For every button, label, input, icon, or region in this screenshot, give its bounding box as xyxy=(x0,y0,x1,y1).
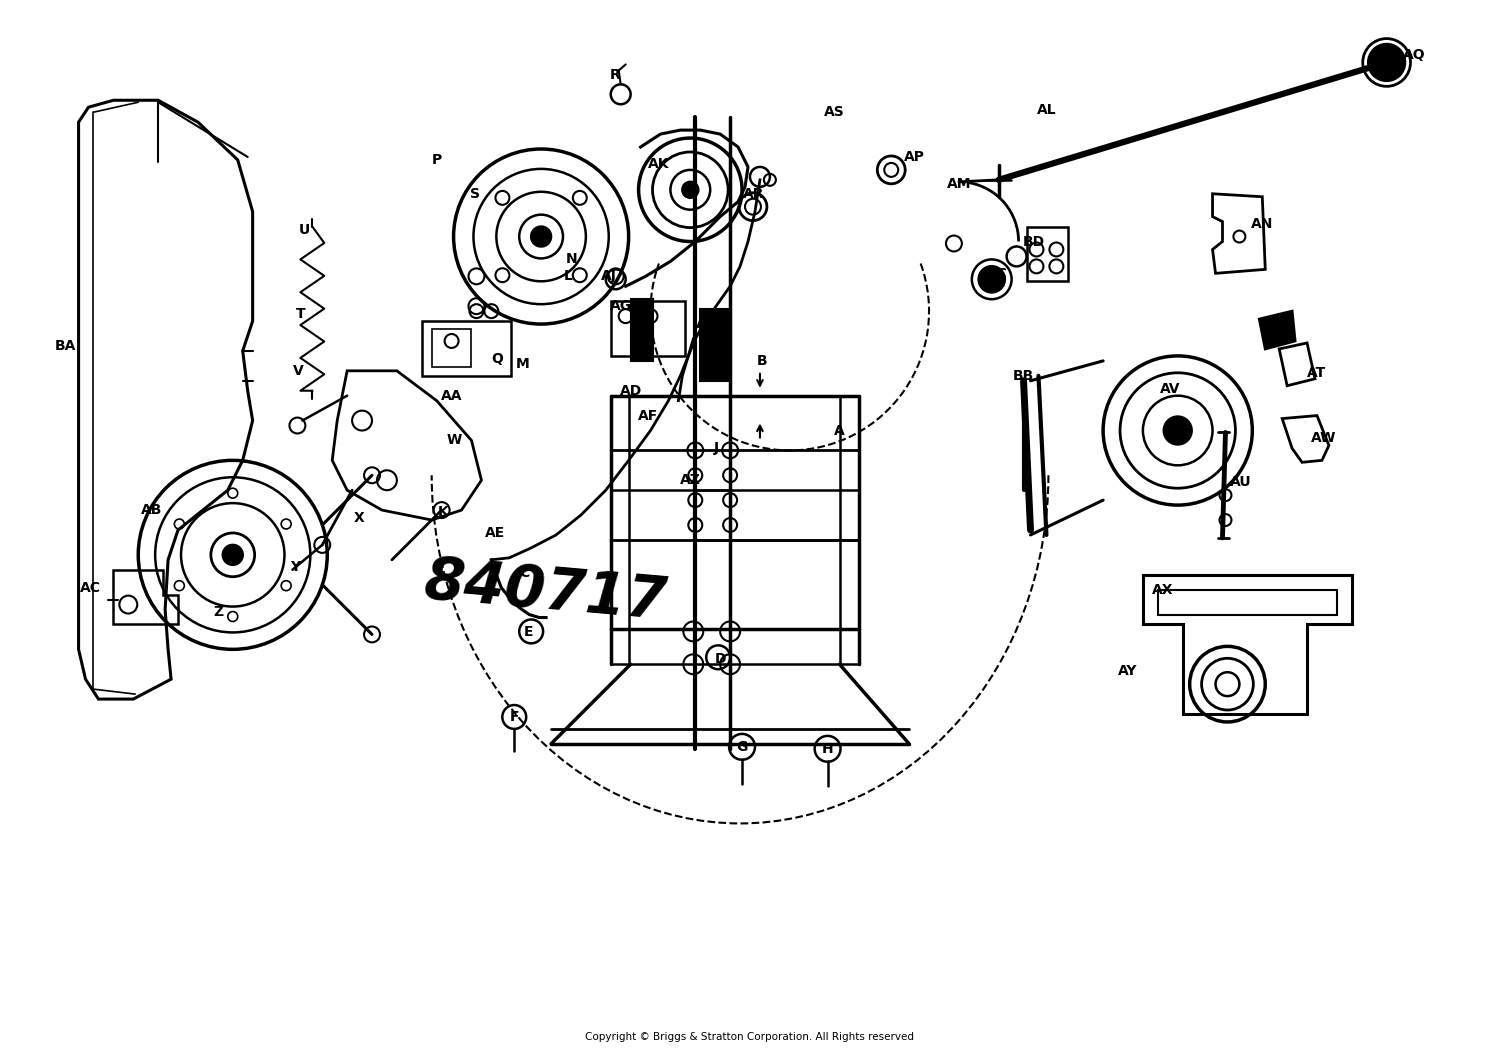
Text: AM: AM xyxy=(946,177,970,191)
Text: AS: AS xyxy=(824,105,844,119)
Text: AN: AN xyxy=(1251,217,1274,230)
Text: AF: AF xyxy=(639,409,658,423)
Bar xyxy=(422,322,512,376)
Text: H: H xyxy=(822,742,834,756)
Text: AH: AH xyxy=(696,317,718,331)
Polygon shape xyxy=(1260,311,1294,349)
Text: L: L xyxy=(564,269,573,284)
Text: AE: AE xyxy=(484,526,506,540)
Text: W: W xyxy=(447,433,462,448)
Text: B: B xyxy=(756,354,766,368)
Bar xyxy=(432,329,471,367)
Text: AZ: AZ xyxy=(680,473,700,488)
Text: V: V xyxy=(292,364,304,377)
Text: BC: BC xyxy=(987,267,1006,282)
Text: AA: AA xyxy=(441,389,462,403)
Text: F: F xyxy=(510,710,519,724)
Text: AB: AB xyxy=(141,503,162,517)
Text: Y: Y xyxy=(291,560,300,574)
Text: J: J xyxy=(714,441,718,455)
Text: Q: Q xyxy=(492,352,504,366)
Text: AK: AK xyxy=(648,157,669,171)
Text: BA: BA xyxy=(56,339,76,353)
Text: BD: BD xyxy=(1023,234,1044,248)
Text: AY: AY xyxy=(1118,664,1137,678)
Text: K: K xyxy=(438,506,448,519)
Circle shape xyxy=(1164,416,1191,445)
Text: E: E xyxy=(524,625,532,639)
Text: AD: AD xyxy=(620,384,642,397)
Text: AC: AC xyxy=(80,580,100,595)
Text: AU: AU xyxy=(1230,475,1251,489)
Circle shape xyxy=(224,544,243,564)
Text: BB: BB xyxy=(1013,369,1034,383)
Text: Copyright © Briggs & Stratton Corporation. All Rights reserved: Copyright © Briggs & Stratton Corporatio… xyxy=(585,1032,915,1043)
Text: AG: AG xyxy=(609,300,631,313)
Text: D: D xyxy=(714,653,726,666)
Text: AL: AL xyxy=(1036,103,1056,118)
Text: U: U xyxy=(298,223,310,236)
Text: G: G xyxy=(736,740,747,754)
Text: BE: BE xyxy=(1268,316,1287,330)
Text: AV: AV xyxy=(1160,382,1180,396)
Text: Z: Z xyxy=(214,604,223,619)
Text: M: M xyxy=(516,357,530,371)
Circle shape xyxy=(1368,44,1404,80)
Text: S: S xyxy=(471,187,480,201)
Bar xyxy=(630,300,652,360)
Text: N: N xyxy=(566,252,578,266)
Text: AX: AX xyxy=(1152,582,1173,597)
Text: AQ: AQ xyxy=(1402,47,1426,62)
Text: A: A xyxy=(834,424,844,437)
Circle shape xyxy=(682,182,699,198)
Text: AR: AR xyxy=(742,187,765,201)
Circle shape xyxy=(980,266,1005,292)
Text: T: T xyxy=(296,307,304,322)
Bar xyxy=(700,309,727,380)
Text: AJ: AJ xyxy=(602,269,616,284)
Text: AW: AW xyxy=(1311,432,1336,446)
Text: P: P xyxy=(432,153,442,167)
Text: AT: AT xyxy=(1308,366,1326,379)
Circle shape xyxy=(531,227,550,247)
Text: R: R xyxy=(609,68,619,82)
Text: 840717: 840717 xyxy=(422,554,669,632)
Text: AP: AP xyxy=(903,150,924,164)
Text: C: C xyxy=(519,565,530,580)
Bar xyxy=(1026,227,1068,282)
Text: X: X xyxy=(354,511,364,526)
Bar xyxy=(610,302,686,356)
